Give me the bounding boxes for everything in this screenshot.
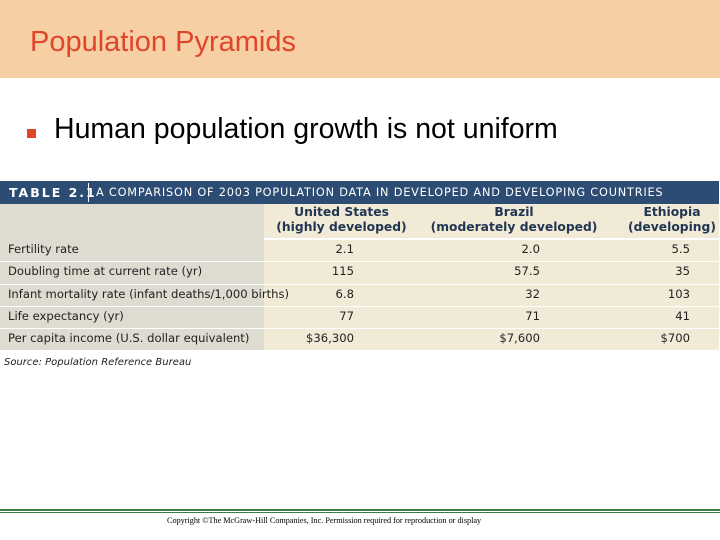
table-cell: 35: [675, 264, 690, 278]
table-cell: 5.5: [671, 242, 690, 256]
column-header-ethiopia: Ethiopia (developing): [624, 205, 720, 235]
row-label: Infant mortality rate (infant deaths/1,0…: [8, 287, 290, 301]
footer-rule: [0, 509, 720, 511]
row-divider: [0, 261, 719, 262]
table-cell: $700: [660, 331, 690, 345]
bullet-text: Human population growth is not uniform: [54, 113, 558, 145]
table-cell: 71: [525, 309, 540, 323]
copyright-notice: Copyright ©The McGraw-Hill Companies, In…: [167, 516, 482, 525]
row-label-column: [0, 204, 264, 350]
column-header-name: Brazil: [494, 205, 534, 219]
row-label: Doubling time at current rate (yr): [8, 264, 203, 278]
caption-divider: [88, 183, 89, 202]
table-cell: 115: [331, 264, 354, 278]
table-caption: A COMPARISON OF 2003 POPULATION DATA IN …: [96, 186, 664, 199]
table-caption-bar: [0, 181, 719, 204]
row-divider: [0, 328, 719, 329]
column-header-sub: (developing): [628, 220, 716, 234]
row-divider: [0, 306, 719, 307]
row-label: Fertility rate: [8, 242, 79, 256]
title-band: [0, 0, 720, 78]
row-label: Life expectancy (yr): [8, 309, 124, 323]
column-header-sub: (moderately developed): [430, 220, 598, 234]
row-divider: [0, 284, 719, 285]
table-source-note: Source: Population Reference Bureau: [4, 357, 192, 368]
table-cell: 41: [675, 309, 690, 323]
table-number: TABLE 2.1: [9, 185, 97, 200]
table-cell: $36,300: [306, 331, 354, 345]
table-cell: 6.8: [335, 287, 354, 301]
column-header-name: Ethiopia: [643, 205, 701, 219]
table-cell: $7,600: [499, 331, 540, 345]
column-header-brazil: Brazil (moderately developed): [430, 205, 598, 235]
column-header-sub: (highly developed): [276, 220, 407, 234]
table-cell: 103: [667, 287, 690, 301]
column-header-united-states: United States (highly developed): [264, 205, 419, 235]
footer-rule: [0, 512, 720, 513]
header-rule: [264, 238, 719, 240]
slide-title: Population Pyramids: [30, 26, 296, 58]
column-header-name: United States: [294, 205, 389, 219]
table-cell: 57.5: [514, 264, 540, 278]
table-cell: 2.1: [335, 242, 354, 256]
bullet-square-icon: [27, 129, 36, 138]
table-cell: 2.0: [521, 242, 540, 256]
table-cell: 77: [339, 309, 354, 323]
row-label: Per capita income (U.S. dollar equivalen…: [8, 331, 250, 345]
table-cell: 32: [525, 287, 540, 301]
